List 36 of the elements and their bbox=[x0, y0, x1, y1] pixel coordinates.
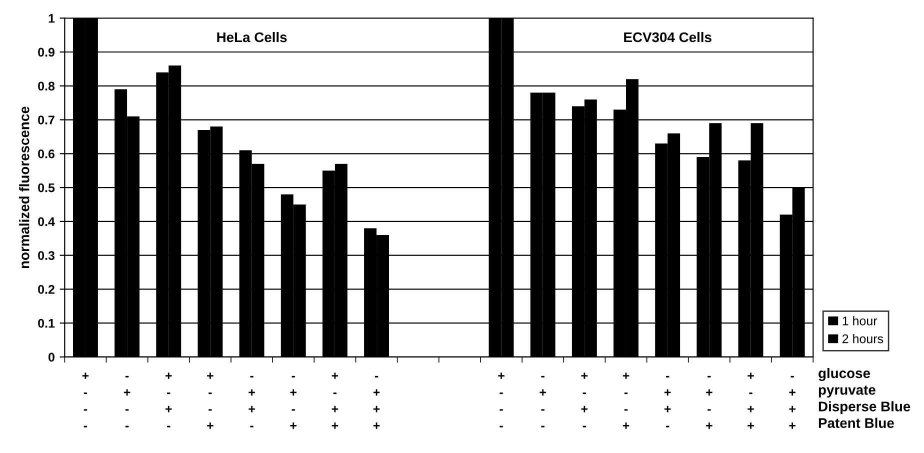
y-tick-label: 1 bbox=[48, 14, 55, 23]
x-tick-label: - + - + bbox=[290, 376, 297, 429]
y-tick-label: 0.7 bbox=[38, 116, 54, 124]
y-tick-label: 0.9 bbox=[38, 48, 54, 57]
category-label: - + - - bbox=[124, 376, 130, 428]
y-tick-label: 0 bbox=[48, 352, 54, 362]
text: Patent Blue bbox=[818, 418, 894, 428]
category-label: + - - - bbox=[498, 372, 504, 428]
text: glucose bbox=[818, 368, 870, 381]
y-tick-label: 0.2 bbox=[38, 284, 54, 294]
category-label: + - - - bbox=[82, 372, 89, 428]
y-tick-label: 0.5 bbox=[38, 183, 55, 192]
text: Disperse Blue bbox=[818, 401, 910, 414]
y-tick-label: 0.8 bbox=[38, 82, 55, 91]
y-tick-label: 0.3 bbox=[38, 251, 55, 260]
x-tick-label: - + + + bbox=[373, 376, 380, 429]
x-tick-label: - + - + bbox=[706, 376, 712, 429]
y-tick-label: 0.6 bbox=[38, 149, 55, 158]
category-label: - + - - bbox=[540, 376, 546, 428]
legend-label: 1 hour bbox=[842, 316, 878, 326]
x-tick-label: + - + + bbox=[332, 372, 338, 429]
x-tick-label: + - + - bbox=[581, 372, 588, 428]
y-tick-label: 0.4 bbox=[38, 217, 55, 226]
category-label: + - - + bbox=[207, 372, 214, 429]
annotation: ECV304 Cells bbox=[624, 32, 712, 42]
annotation: HeLa Cells bbox=[217, 32, 287, 42]
x-tick-label: - + + - bbox=[664, 376, 671, 428]
legend-label: 2 hours bbox=[842, 334, 884, 344]
x-tick-label: + - + - bbox=[166, 372, 172, 428]
x-tick-label: - + + - bbox=[248, 376, 255, 428]
text: pyruvate bbox=[818, 386, 876, 398]
x-tick-label: + - + + bbox=[748, 372, 754, 429]
y-tick-label: 0.1 bbox=[38, 318, 55, 328]
y-axis-title: normalized fluorescence bbox=[19, 106, 30, 268]
category-label: + - - + bbox=[622, 372, 630, 429]
x-tick-label: - + + + bbox=[789, 376, 796, 429]
